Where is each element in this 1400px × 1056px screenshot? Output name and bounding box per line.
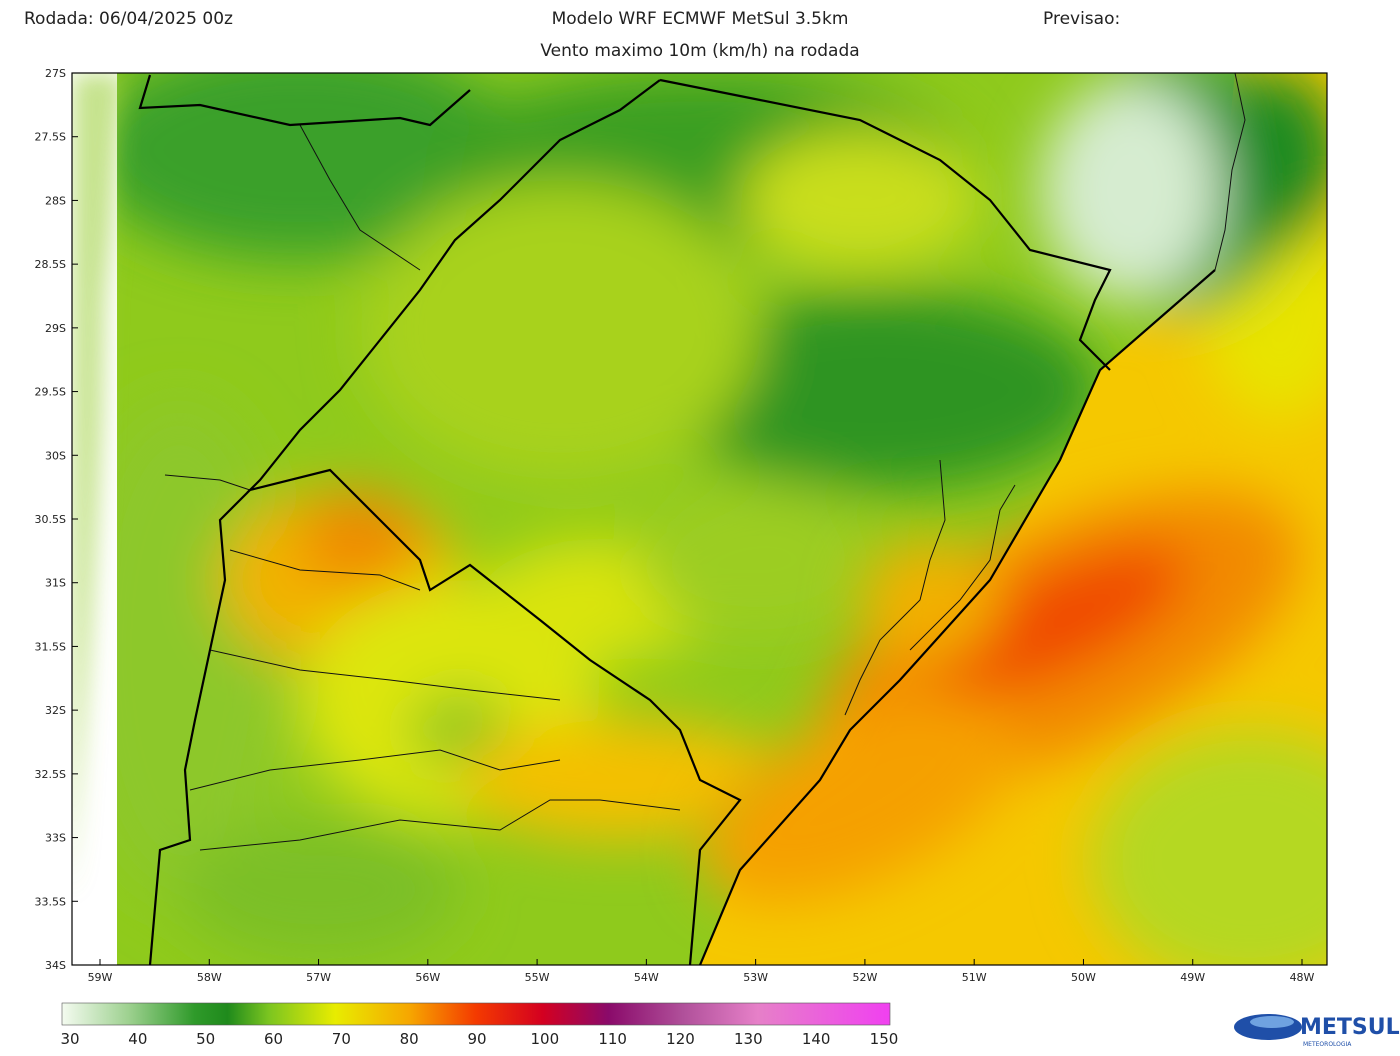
- lat-label: 27.5S: [35, 131, 66, 144]
- lat-label: 32S: [45, 704, 66, 717]
- colorbar-label: 140: [802, 1030, 831, 1048]
- lon-label: 55W: [525, 971, 550, 984]
- colorbar-label: 30: [60, 1030, 79, 1048]
- lon-label: 48W: [1290, 971, 1315, 984]
- logo-tagline: METEOROLOGIA: [1303, 1041, 1352, 1048]
- lon-label: 52W: [852, 971, 877, 984]
- lat-label: 27S: [45, 67, 66, 80]
- lon-label: 59W: [88, 971, 113, 984]
- lon-label: 57W: [306, 971, 331, 984]
- lat-label: 33S: [45, 832, 66, 845]
- lat-label: 28.5S: [35, 258, 66, 271]
- subtitle: Vento maximo 10m (km/h) na rodada: [540, 41, 859, 61]
- logo-name: METSUL: [1300, 1015, 1400, 1040]
- colorbar-label: 110: [598, 1030, 627, 1048]
- run-date: Rodada: 06/04/2025 00z: [24, 9, 233, 29]
- model-title: Modelo WRF ECMWF MetSul 3.5km: [552, 9, 849, 29]
- lat-label: 31.5S: [35, 640, 66, 653]
- lat-label: 32.5S: [35, 768, 66, 781]
- colorbar-ticks: 30 40 50 60 70 80 90 100 110 120 130 140 150: [60, 1030, 898, 1048]
- colorbar-label: 130: [734, 1030, 763, 1048]
- colorbar: [61, 1002, 891, 1026]
- colorbar-label: 150: [870, 1030, 899, 1048]
- logo: METSUL METEOROLOGIA: [1234, 1014, 1400, 1048]
- lat-label: 34S: [45, 959, 66, 972]
- lon-label: 56W: [415, 971, 440, 984]
- lat-label: 29.5S: [35, 386, 66, 399]
- colorbar-label: 90: [467, 1030, 486, 1048]
- wind-field: [72, 73, 1327, 965]
- lon-label: 50W: [1071, 971, 1096, 984]
- colorbar-label: 120: [666, 1030, 695, 1048]
- lat-label: 29S: [45, 322, 66, 335]
- lon-label: 58W: [197, 971, 222, 984]
- lat-label: 33.5S: [35, 895, 66, 908]
- colorbar-label: 100: [531, 1030, 560, 1048]
- colorbar-label: 50: [196, 1030, 215, 1048]
- lon-label: 54W: [634, 971, 659, 984]
- logo-highlight: [1250, 1016, 1294, 1028]
- lon-label: 49W: [1180, 971, 1205, 984]
- lon-label: 51W: [962, 971, 987, 984]
- colorbar-label: 40: [128, 1030, 147, 1048]
- lat-label: 30.5S: [35, 513, 66, 526]
- map-ticks: 27S 27.5S 28S 28.5S 29S 29.5S 30S 30.5S 31S 31.5S…: [35, 67, 1315, 984]
- lat-label: 31S: [45, 577, 66, 590]
- lat-label: 28S: [45, 194, 66, 207]
- colorbar-label: 70: [332, 1030, 351, 1048]
- lat-label: 30S: [45, 449, 66, 462]
- forecast-label: Previsao:: [1043, 9, 1120, 29]
- colorbar-label: 60: [264, 1030, 283, 1048]
- lon-label: 53W: [743, 971, 768, 984]
- colorbar-label: 80: [400, 1030, 419, 1048]
